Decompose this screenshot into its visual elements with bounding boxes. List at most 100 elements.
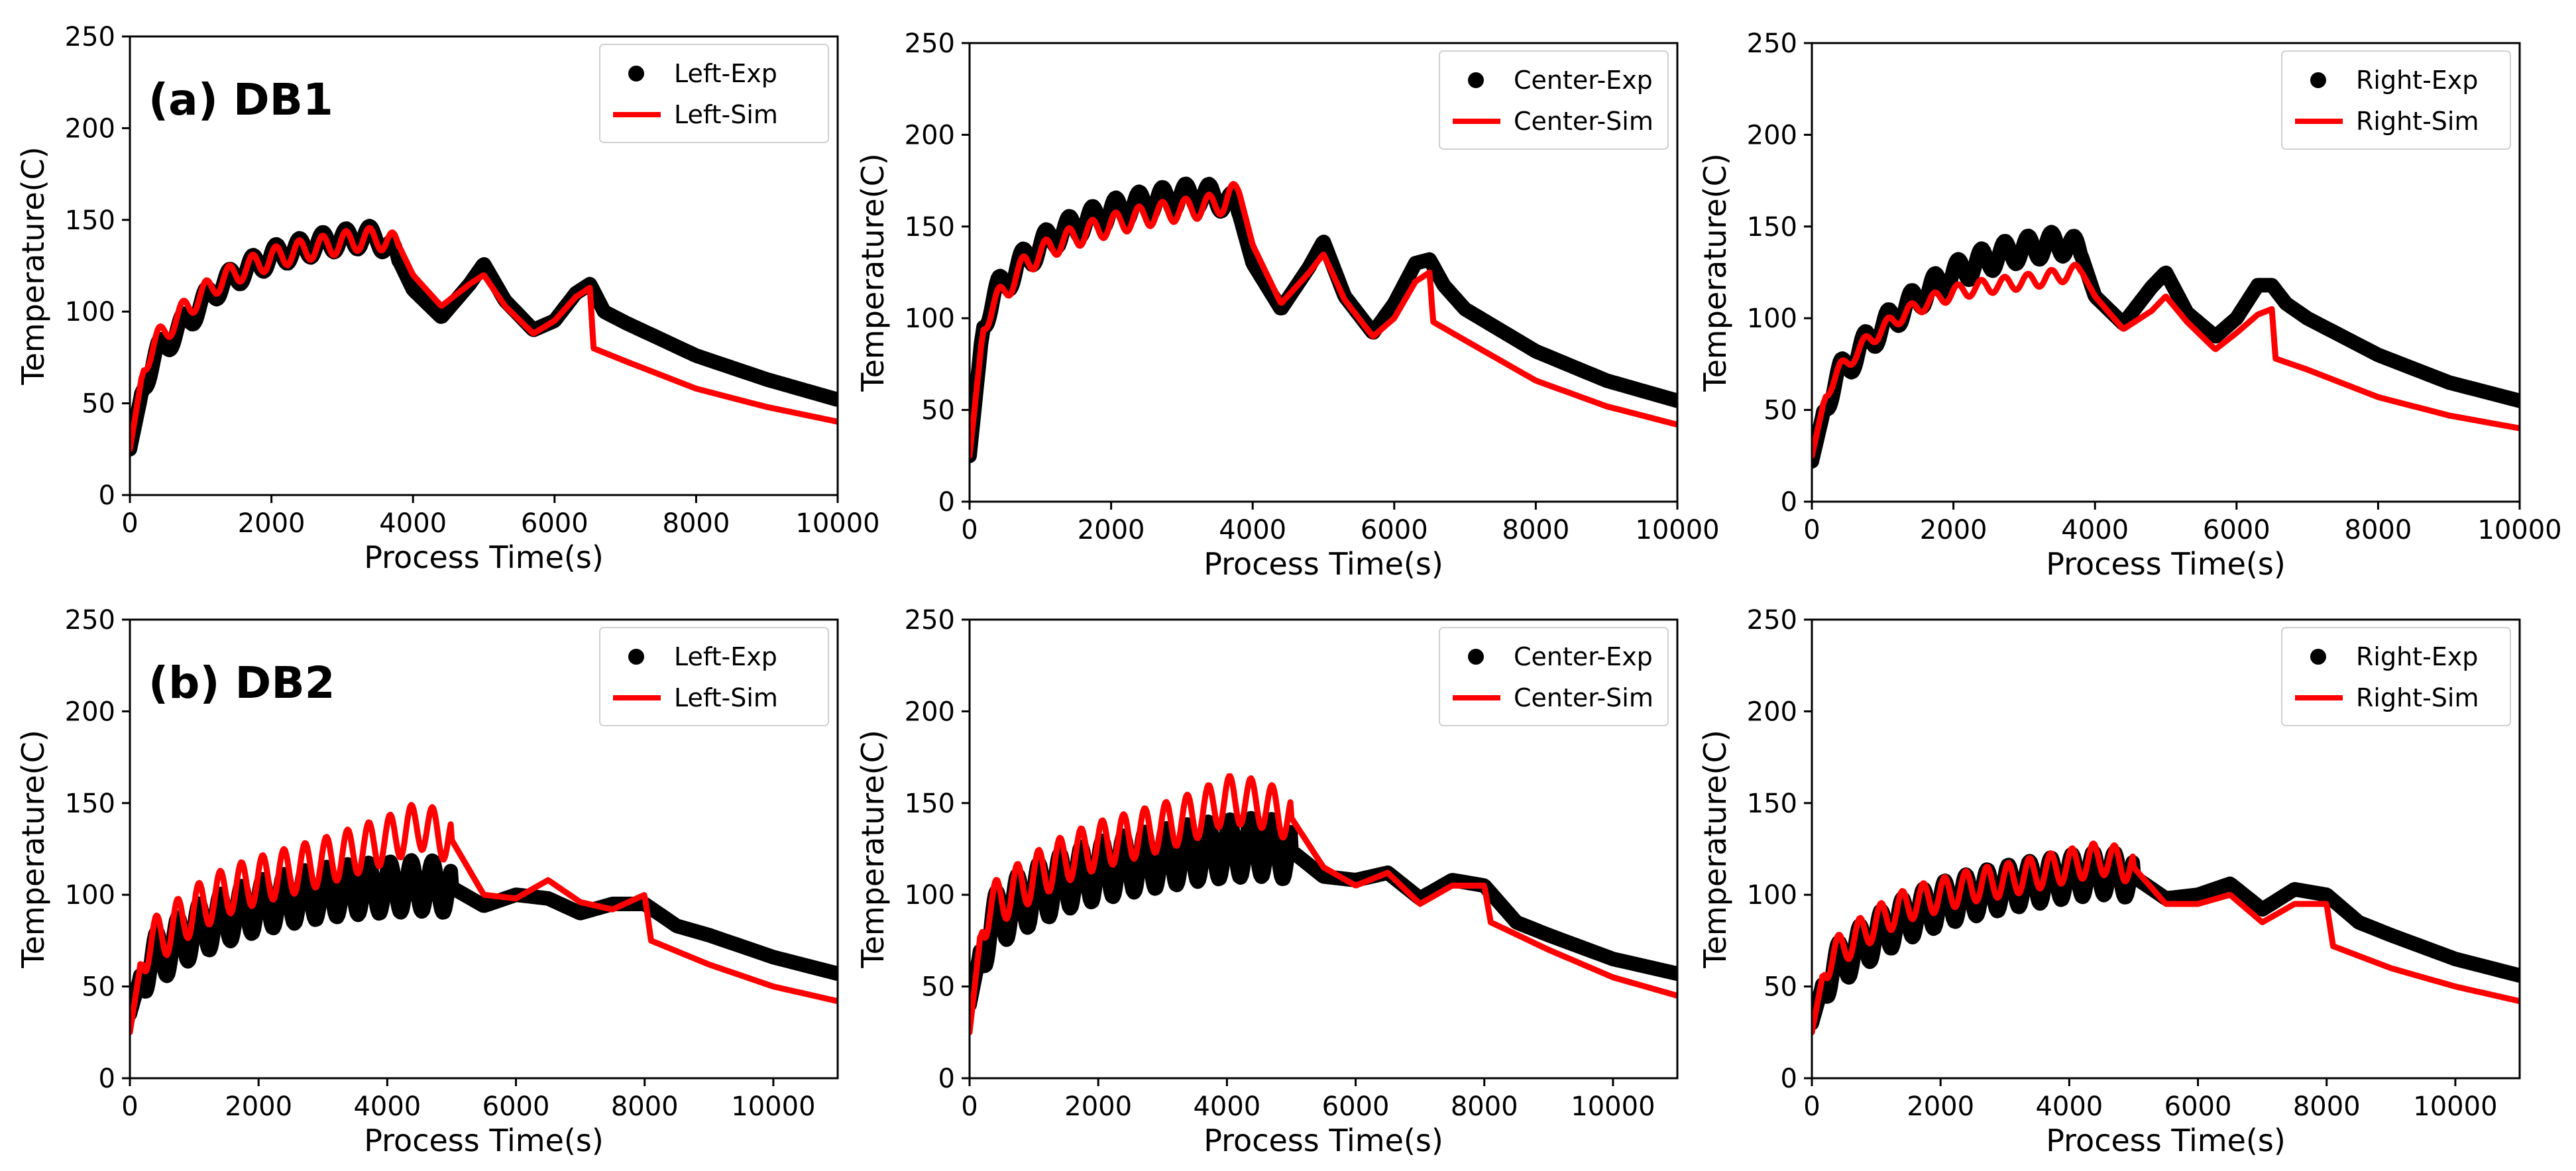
legend-label: Left-Exp (674, 59, 777, 88)
y-tick-label: 150 (905, 789, 955, 819)
y-tick-label: 150 (65, 789, 115, 819)
series-line-2 (130, 225, 838, 453)
x-tick-label: 8000 (2293, 1091, 2361, 1122)
legend-label: Left-Sim (674, 683, 778, 712)
legend: Center-Exp Center-Sim (1439, 627, 1669, 726)
legend-label: Left-Exp (674, 642, 777, 671)
chart-panel-6: 0 2000 4000 6000 8000 10000 0 50 100 150 200 250 Pro… (1697, 605, 2521, 1158)
y-tick-label: 0 (1781, 1064, 1797, 1094)
x-tick-label: 0 (121, 1091, 138, 1122)
y-tick-label: 200 (65, 113, 115, 144)
plot-area (970, 176, 1677, 463)
legend-marker-exp (1468, 72, 1484, 88)
legend-label: Center-Exp (1514, 66, 1653, 95)
y-tick-label: 0 (938, 1064, 955, 1094)
x-tick-label: 2000 (1920, 515, 1988, 545)
plot-area (1812, 225, 2520, 469)
y-axis-label: Temperature(C) (1697, 153, 1733, 392)
legend: Right-Exp Right-Sim (2281, 627, 2511, 726)
y-tick-label: 200 (1747, 120, 1797, 150)
x-tick-label: 8000 (1502, 515, 1570, 545)
panels: 0 2000 4000 6000 8000 10000050100150200250Pro… (15, 22, 2562, 1158)
series-line-2 (970, 181, 1677, 459)
x-tick-label: 4000 (353, 1091, 421, 1122)
x-tick-label: 6000 (1322, 1091, 1390, 1122)
x-tick-label: 0 (961, 515, 978, 545)
y-tick-label: 150 (1747, 212, 1797, 243)
x-tick-label: 10000 (1571, 1091, 1655, 1122)
x-tick-label: 10000 (2413, 1091, 2497, 1122)
y-tick-label: 0 (1781, 487, 1797, 518)
legend-marker-exp (1468, 649, 1484, 665)
x-axis-label: Process Time(s) (1204, 546, 1443, 582)
legend-marker-exp (2310, 72, 2326, 88)
y-tick-label: 50 (1764, 396, 1797, 426)
series-line-2 (1812, 840, 2520, 1036)
y-tick-label: 50 (82, 389, 115, 419)
plot-frame (968, 42, 1679, 503)
legend-box (599, 44, 829, 143)
x-tick-label: 2000 (1907, 1091, 1974, 1122)
x-tick-label: 2000 (238, 508, 306, 539)
plot-frame (1811, 618, 2521, 1080)
y-tick-label: 200 (1747, 697, 1797, 727)
y-tick-label: 50 (1764, 972, 1797, 1003)
panel-title: (b) DB2 (148, 657, 335, 708)
plot-frame (1811, 42, 2521, 503)
legend-box (1439, 50, 1669, 150)
y-tick-label: 100 (65, 297, 115, 327)
x-tick-label: 10000 (1635, 515, 1719, 545)
legend-box (1439, 627, 1669, 726)
x-tick-label: 6000 (1361, 515, 1428, 545)
plot-frame (129, 35, 839, 496)
x-tick-label: 0 (121, 508, 138, 539)
series-line-1 (970, 810, 1677, 1013)
x-tick-label: 2000 (1064, 1091, 1132, 1122)
y-tick-label: 100 (905, 880, 955, 911)
legend-label: Left-Sim (674, 100, 778, 129)
x-tick-label: 2000 (1078, 515, 1145, 545)
chart-panel-5: 0 2000 4000 6000 8000 10000 0 50 100 150 200 250 Pro… (855, 605, 1679, 1158)
y-tick-label: 150 (1747, 789, 1797, 819)
panel-title: (a) DB1 (148, 74, 333, 125)
y-tick-label: 250 (65, 605, 115, 636)
legend-box (2281, 627, 2511, 726)
series-line-1 (970, 176, 1677, 463)
x-tick-label: 2000 (225, 1091, 292, 1122)
y-tick-label: 250 (1747, 28, 1797, 59)
y-tick-label: 100 (1747, 304, 1797, 334)
x-tick-label: 6000 (2203, 515, 2270, 545)
chart-panel-1: 0 2000 4000 6000 8000 10000 0 50 100 150 200 250 Pro… (15, 22, 880, 575)
x-tick-label: 4000 (2035, 1091, 2103, 1122)
series-line-2 (130, 802, 838, 1036)
x-tick-label: 4000 (1193, 1091, 1260, 1122)
plot-frame (968, 618, 1679, 1080)
legend-label: Center-Sim (1514, 683, 1653, 712)
legend-label: Right-Sim (2356, 107, 2479, 136)
y-axis-label: Temperature(C) (15, 146, 51, 385)
legend-box (2281, 50, 2511, 150)
y-tick-label: 100 (1747, 880, 1797, 911)
series-line-1 (1812, 844, 2520, 1031)
legend-marker-exp (628, 66, 644, 82)
legend: Left-Exp Left-Sim (599, 44, 829, 143)
y-tick-label: 50 (921, 396, 955, 426)
legend-label: Right-Exp (2356, 642, 2478, 671)
y-tick-label: 100 (65, 880, 115, 911)
plot-area (130, 219, 838, 457)
series-line-2 (1812, 262, 2520, 459)
y-tick-label: 0 (99, 1064, 115, 1094)
legend-box (599, 627, 829, 726)
chart-panel-3: 0 2000 4000 6000 8000 10000 0 50 100 150 200 250 Pro… (1697, 28, 2562, 582)
chart-panel-4: 0 2000 4000 6000 8000 10000 0 50 100 150 200 250 Pro… (15, 605, 839, 1158)
legend-label: Right-Exp (2356, 66, 2478, 95)
y-tick-label: 0 (938, 487, 955, 518)
x-tick-label: 0 (1803, 515, 1820, 545)
x-axis-label: Process Time(s) (364, 1123, 604, 1158)
legend: Left-Exp Left-Sim (599, 627, 829, 726)
plot-area (1812, 840, 2520, 1036)
x-tick-label: 10000 (2477, 515, 2561, 545)
x-tick-label: 0 (1803, 1091, 1820, 1122)
x-tick-label: 10000 (731, 1091, 815, 1122)
